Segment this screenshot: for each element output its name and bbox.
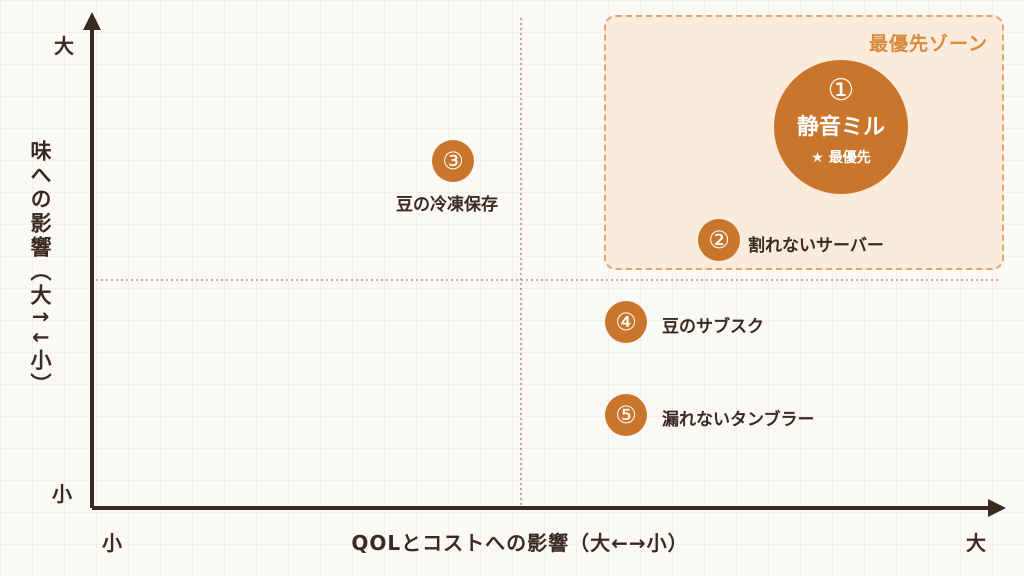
item-3-label: 豆の冷凍保存	[396, 195, 498, 215]
x-axis-label: QOLとコストへの影響（大←→小）	[351, 531, 689, 555]
y-axis-label: 味への影響（大↑↓小）	[28, 140, 52, 398]
item-2-badge: ②	[698, 219, 740, 261]
x-axis-right-label: 大	[966, 531, 986, 555]
item-3-badge: ③	[432, 140, 474, 182]
y-axis-bottom-label: 小	[52, 482, 72, 506]
item-2-label: 割れないサーバー	[748, 236, 884, 256]
y-axis-arrowhead	[83, 12, 101, 30]
item-4-label: 豆のサブスク	[662, 317, 764, 337]
item-1-circle: ① 静音ミル ★ 最優先	[774, 60, 908, 194]
item-1-number: ①	[827, 73, 855, 108]
item-5-badge: ⑤	[605, 394, 647, 436]
item-1-name: 静音ミル	[796, 115, 885, 140]
item-5-label: 漏れないタンブラー	[662, 410, 815, 430]
item-4-badge: ④	[605, 301, 647, 343]
item-1-note: ★ 最優先	[811, 150, 871, 166]
x-axis-left-label: 小	[102, 531, 122, 555]
priority-zone-title: 最優先ゾーン	[868, 33, 988, 55]
x-axis-arrowhead	[988, 499, 1006, 517]
y-axis-top-label: 大	[54, 34, 74, 58]
